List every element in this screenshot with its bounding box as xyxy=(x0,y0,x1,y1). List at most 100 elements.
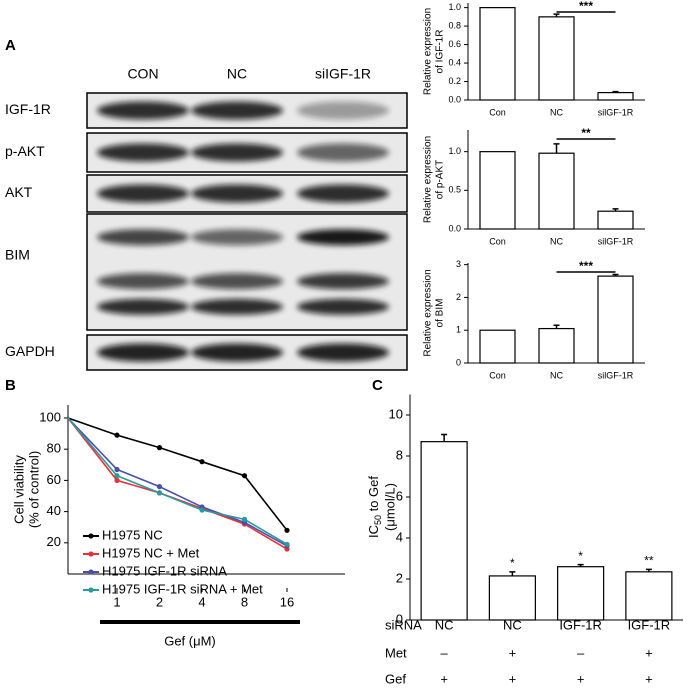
y-tick-label: 60 xyxy=(47,472,61,487)
blot-band xyxy=(297,184,389,203)
x-tick-label: 4 xyxy=(198,594,205,609)
y-axis-label: of p-AKT xyxy=(435,160,446,199)
bar xyxy=(625,571,673,621)
y-tick-label: 80 xyxy=(47,441,61,456)
significance-label: * xyxy=(578,549,583,563)
y-tick-label: 0.0 xyxy=(448,223,461,233)
y-tick-label: 0.6 xyxy=(448,39,461,49)
y-tick-label: 0.2 xyxy=(448,76,461,86)
row-label: Gef xyxy=(385,671,406,686)
legend-marker xyxy=(88,533,94,539)
y-axis-label-part: to Gef xyxy=(366,476,381,515)
y-tick-label: 2 xyxy=(456,292,461,302)
bar xyxy=(557,566,605,621)
y-tick-label: 1.0 xyxy=(448,2,461,12)
legend-label: H1975 NC + Met xyxy=(102,545,200,560)
series-point xyxy=(241,473,248,479)
error-bar xyxy=(645,568,652,572)
blot-row-label: BIM xyxy=(5,247,30,263)
series-line xyxy=(67,417,288,547)
blot-row-label: AKT xyxy=(5,184,33,200)
condition-cell: + xyxy=(509,671,517,686)
row-label: siRNA xyxy=(385,617,422,632)
blot-row-label: GAPDH xyxy=(5,343,55,359)
condition-cell: – xyxy=(577,645,585,660)
x-tick-label: IGF-1R xyxy=(628,617,671,632)
x-tick-label: NC xyxy=(503,617,522,632)
western-blot: CON NC siIGF-1R IGF-1R p-AKT AKT BIM GAPDH xyxy=(5,66,408,371)
condition-cell: + xyxy=(645,645,653,660)
legend-label: H1975 IGF-1R siRNA + Met xyxy=(102,581,263,596)
bar xyxy=(488,575,536,621)
blot-band xyxy=(97,229,189,246)
y-tick-label: 4 xyxy=(396,529,403,544)
y-tick-label: 1.0 xyxy=(448,146,461,156)
y-tick-label: 0.0 xyxy=(448,94,461,104)
x-tick-label: 1 xyxy=(113,594,120,609)
error-bar xyxy=(441,433,448,442)
series-line xyxy=(67,417,288,531)
y-tick-label: 0.8 xyxy=(448,20,461,30)
significance-label: ** xyxy=(581,126,591,140)
error-bar xyxy=(553,143,560,154)
series-point xyxy=(114,477,120,483)
blot-band xyxy=(297,143,389,162)
significance-label: *** xyxy=(579,0,593,13)
bar xyxy=(479,151,516,230)
series-point xyxy=(156,490,163,496)
y-axis-label-part: IC xyxy=(366,525,381,538)
error-bar xyxy=(612,208,619,212)
blot-band xyxy=(191,229,283,246)
x-tick-label: NC xyxy=(550,236,563,246)
x-tick-label: Con xyxy=(489,236,506,246)
x-tick-label: 2 xyxy=(156,594,163,609)
legend-marker xyxy=(88,551,94,557)
bar xyxy=(538,16,575,101)
series-point xyxy=(114,466,120,473)
blot-band xyxy=(97,101,189,120)
treatment-bar xyxy=(100,620,300,624)
condition-cell: + xyxy=(645,671,653,686)
blot-band xyxy=(297,273,389,290)
blot-band xyxy=(97,343,189,362)
panel-label: B xyxy=(5,377,16,394)
blot-band xyxy=(97,143,189,162)
y-tick-label: 1 xyxy=(456,325,461,335)
error-bar xyxy=(612,90,619,93)
y-tick-label: 20 xyxy=(47,534,61,549)
y-tick-label: 8 xyxy=(396,447,403,462)
blot-band xyxy=(297,343,389,362)
blot-band xyxy=(191,273,283,290)
series-point xyxy=(284,541,290,547)
series-point xyxy=(284,527,290,533)
panel-label: A xyxy=(5,37,16,54)
significance-label: *** xyxy=(579,259,593,273)
condition-cell: – xyxy=(441,645,449,660)
x-axis-label: Gef (μM) xyxy=(164,633,216,648)
blot-row-label: IGF-1R xyxy=(5,101,51,117)
error-bar xyxy=(553,13,560,17)
condition-cell: + xyxy=(509,645,517,660)
legend-label: H1975 NC xyxy=(102,527,163,542)
bar xyxy=(420,441,468,621)
x-tick-label: NC xyxy=(550,370,563,380)
y-axis-label-sub: 50 xyxy=(373,515,383,525)
bar xyxy=(479,329,516,364)
blot-band xyxy=(297,298,389,315)
bar xyxy=(479,7,516,101)
error-bar xyxy=(612,273,619,277)
blot-band xyxy=(297,229,389,246)
y-axis-label: Relative expression xyxy=(423,136,434,223)
bar xyxy=(597,92,634,101)
x-tick-label: 8 xyxy=(241,594,248,609)
y-tick-label: 3 xyxy=(456,259,461,269)
series-point xyxy=(114,432,120,438)
y-axis-label: Relative expression xyxy=(423,269,434,356)
x-tick-label: Con xyxy=(489,107,506,117)
bar xyxy=(538,327,575,364)
y-tick-label: 6 xyxy=(396,488,403,503)
y-axis-label: of BIM xyxy=(435,299,446,328)
y-axis-label: Cell viability xyxy=(11,455,26,524)
x-tick-label: IGF-1R xyxy=(559,617,602,632)
